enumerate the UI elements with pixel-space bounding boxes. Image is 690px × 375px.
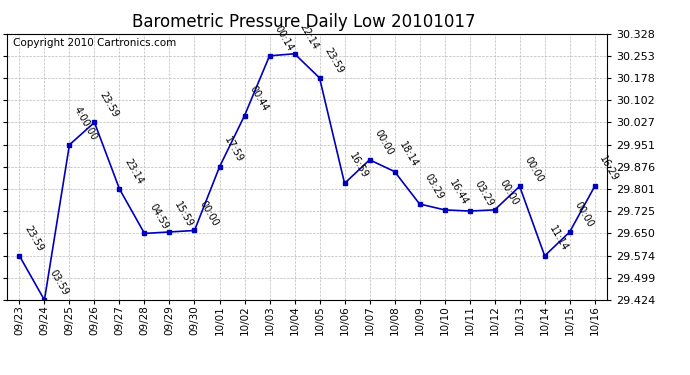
Text: 11:14: 11:14 (547, 224, 570, 253)
Text: 00:00: 00:00 (522, 154, 545, 183)
Text: 00:14: 00:14 (273, 24, 295, 53)
Text: 23:59: 23:59 (22, 224, 45, 253)
Text: 23:59: 23:59 (322, 46, 345, 75)
Text: 03:29: 03:29 (473, 179, 495, 208)
Text: 23:14: 23:14 (122, 157, 145, 186)
Text: 16:29: 16:29 (598, 154, 620, 183)
Text: 23:59: 23:59 (97, 90, 120, 120)
Text: 00:00: 00:00 (573, 200, 595, 229)
Text: 16:44: 16:44 (447, 178, 470, 207)
Text: 00:00: 00:00 (497, 178, 520, 207)
Text: 18:14: 18:14 (397, 140, 420, 169)
Text: 03:59: 03:59 (47, 268, 70, 297)
Text: 17:59: 17:59 (222, 135, 245, 164)
Text: 03:29: 03:29 (422, 172, 445, 201)
Text: 15:59: 15:59 (172, 200, 195, 229)
Text: 00:00: 00:00 (197, 199, 220, 228)
Text: 4:00:00: 4:00:00 (72, 105, 99, 142)
Text: 00:44: 00:44 (247, 84, 270, 113)
Text: 04:59: 04:59 (147, 201, 170, 231)
Text: Copyright 2010 Cartronics.com: Copyright 2010 Cartronics.com (13, 38, 176, 48)
Text: 22:14: 22:14 (297, 22, 320, 51)
Text: Barometric Pressure Daily Low 20101017: Barometric Pressure Daily Low 20101017 (132, 13, 475, 31)
Text: 00:00: 00:00 (373, 128, 395, 157)
Text: 16:59: 16:59 (347, 152, 370, 181)
